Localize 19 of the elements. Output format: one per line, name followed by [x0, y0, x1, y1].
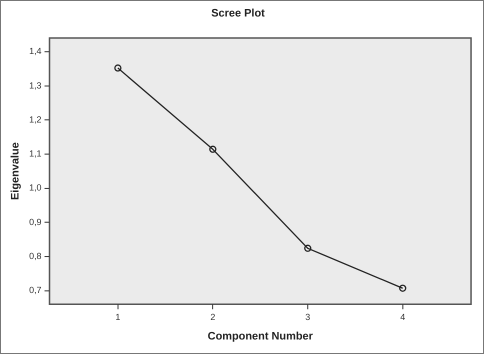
- x-tick-label: 3: [305, 312, 310, 322]
- y-axis-title: Eigenvalue: [10, 142, 22, 200]
- y-tick-label: 1,1: [29, 148, 42, 159]
- x-tick-label: 1: [115, 312, 120, 322]
- y-tick-label: 0,8: [29, 250, 42, 261]
- point: [209, 146, 216, 153]
- y-tick-label: 0,9: [29, 216, 42, 227]
- y-tick-label: 1,2: [29, 114, 42, 124]
- y-tick-label: 1,4: [29, 46, 42, 56]
- y-tick-label: 1,0: [29, 182, 42, 193]
- point: [304, 244, 312, 252]
- y-tick-label: 0,7: [29, 285, 42, 296]
- y-tick-label: 1,3: [29, 80, 42, 90]
- chart-title: Scree Plot: [211, 8, 266, 20]
- point: [399, 284, 406, 292]
- x-axis-title: Component Number: [208, 330, 314, 343]
- x-tick-label: 4: [400, 312, 406, 322]
- x-tick-label: 2: [210, 312, 216, 322]
- point: [114, 64, 122, 72]
